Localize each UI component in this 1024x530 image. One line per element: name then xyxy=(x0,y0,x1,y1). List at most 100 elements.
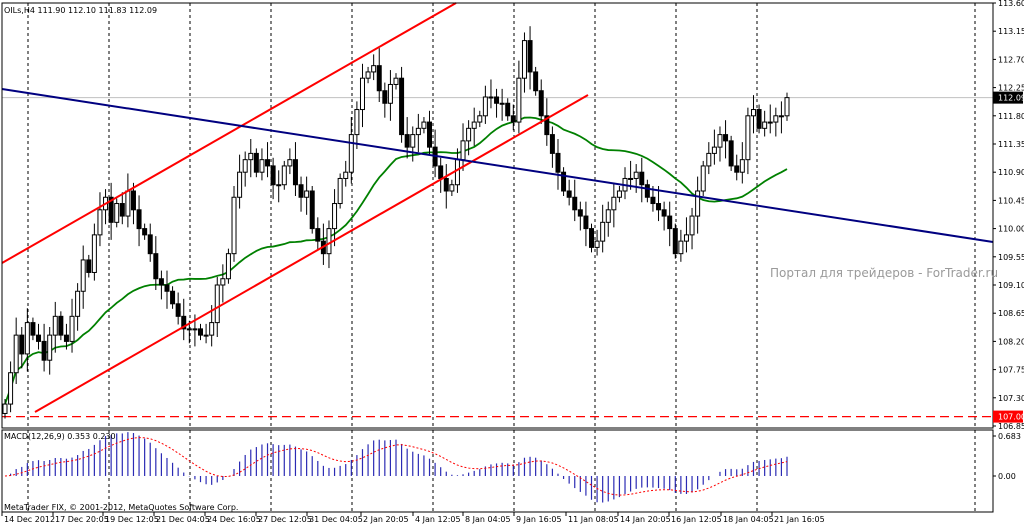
candle-bull xyxy=(499,102,505,105)
candle-bull xyxy=(371,65,377,73)
candle-bear xyxy=(572,196,578,211)
candle-bear xyxy=(198,328,203,336)
candle-bear xyxy=(136,209,142,230)
candle-bear xyxy=(130,190,136,211)
chart-header: OILs,H4 111.90 112.10 111.83 112.09 xyxy=(4,6,157,15)
candle-bull xyxy=(75,290,81,317)
current-price-label: 112.09 xyxy=(998,94,1024,103)
candle-bear xyxy=(253,152,259,173)
candle-bull xyxy=(700,165,706,192)
watermark: Портал для трейдеров - ForTrader.ru xyxy=(770,266,998,280)
candle-bear xyxy=(181,315,187,330)
candle-bull xyxy=(220,278,226,286)
candle-bull xyxy=(628,177,634,180)
candle-bull xyxy=(773,115,779,123)
candle-bear xyxy=(164,284,170,292)
candle-bear xyxy=(309,190,315,230)
candle-bull xyxy=(214,284,220,324)
y-tick-label: 111.35 xyxy=(998,140,1024,149)
candle-bull xyxy=(354,109,360,136)
y-tick-label: 112.25 xyxy=(998,84,1024,93)
candle-bear xyxy=(119,203,125,217)
candle-bull xyxy=(332,203,338,230)
moving-average-layer xyxy=(4,116,788,405)
candle-bear xyxy=(672,228,678,255)
candle-bull xyxy=(516,77,522,123)
candle-bear xyxy=(566,190,572,198)
y-tick-label: 106.85 xyxy=(998,422,1024,431)
candle-bull xyxy=(611,196,617,211)
macd-header: MACD(12,26,9) 0.353 0.230 xyxy=(4,432,116,441)
candle-bull xyxy=(689,215,695,236)
candle-bull xyxy=(80,259,86,292)
candle-bear xyxy=(399,77,405,136)
x-tick-label: 2 Jan 20:05 xyxy=(363,515,409,524)
candle-bear xyxy=(63,334,69,342)
y-tick-label: 110.00 xyxy=(998,225,1024,234)
candle-bear xyxy=(427,121,433,148)
x-tick-label: 14 Jan 20:05 xyxy=(620,515,671,524)
candle-bear xyxy=(644,184,650,198)
candle-bear xyxy=(170,290,176,305)
candle-bull xyxy=(209,322,215,336)
candle-bull xyxy=(762,121,768,129)
candle-bull xyxy=(192,328,198,331)
candle-bull xyxy=(471,121,477,129)
x-tick-label: 4 Jan 12:05 xyxy=(415,515,461,524)
candle-bull xyxy=(616,190,622,198)
candle-bull xyxy=(767,121,773,124)
candle-bull xyxy=(343,171,349,179)
candle-bull xyxy=(203,334,209,337)
candle-bull xyxy=(778,115,784,118)
x-tick-label: 9 Jan 16:05 xyxy=(516,515,562,524)
candle-bull xyxy=(387,83,393,104)
x-tick-label: 11 Jan 08:05 xyxy=(568,515,619,524)
candle-bear xyxy=(19,334,25,355)
candle-bull xyxy=(421,121,427,129)
candle-bear xyxy=(292,159,298,186)
x-tick-label: 17 Dec 20:05 xyxy=(55,515,109,524)
level-label: 107.00 xyxy=(998,413,1024,422)
candle-bear xyxy=(58,315,64,336)
macd-y-tick-label: 0.683 xyxy=(998,432,1021,441)
macd-pane-border xyxy=(1,429,994,513)
candle-bear xyxy=(298,184,304,198)
candle-bull xyxy=(91,234,97,273)
y-tick-label: 112.70 xyxy=(998,55,1024,64)
candle-bear xyxy=(147,234,153,255)
candle-bull xyxy=(304,190,310,198)
candle-bull xyxy=(359,77,365,111)
candle-bear xyxy=(650,196,656,205)
candle-bull xyxy=(52,315,58,336)
candle-bull xyxy=(259,159,265,173)
moving-average-line xyxy=(4,116,788,405)
x-tick-label: 31 Dec 04:05 xyxy=(309,515,363,524)
candle-bear xyxy=(667,215,673,230)
y-tick-label: 109.10 xyxy=(998,281,1024,290)
candle-bear xyxy=(438,165,444,179)
main-pane-border xyxy=(1,2,994,429)
candle-bull xyxy=(287,159,293,167)
candle-bear xyxy=(510,115,516,123)
macd-signal-line xyxy=(4,437,788,496)
candle-bull xyxy=(717,134,723,148)
candle-bull xyxy=(706,152,712,167)
candle-bear xyxy=(728,140,734,167)
candle-bull xyxy=(225,253,231,280)
candle-bear xyxy=(494,96,500,104)
candle-bear xyxy=(577,209,583,217)
x-tick-label: 27 Dec 12:05 xyxy=(258,515,312,524)
candle-bear xyxy=(175,303,181,317)
y-tick-label: 110.90 xyxy=(998,168,1024,177)
candle-bear xyxy=(549,134,555,154)
candle-bull xyxy=(521,40,527,79)
x-tick-label: 24 Dec 16:05 xyxy=(207,515,261,524)
macd-layer xyxy=(4,432,788,503)
candle-bull xyxy=(97,209,103,236)
level-badge xyxy=(993,410,1023,423)
x-tick-label: 16 Jan 12:05 xyxy=(671,515,722,524)
candle-bear xyxy=(376,65,382,92)
